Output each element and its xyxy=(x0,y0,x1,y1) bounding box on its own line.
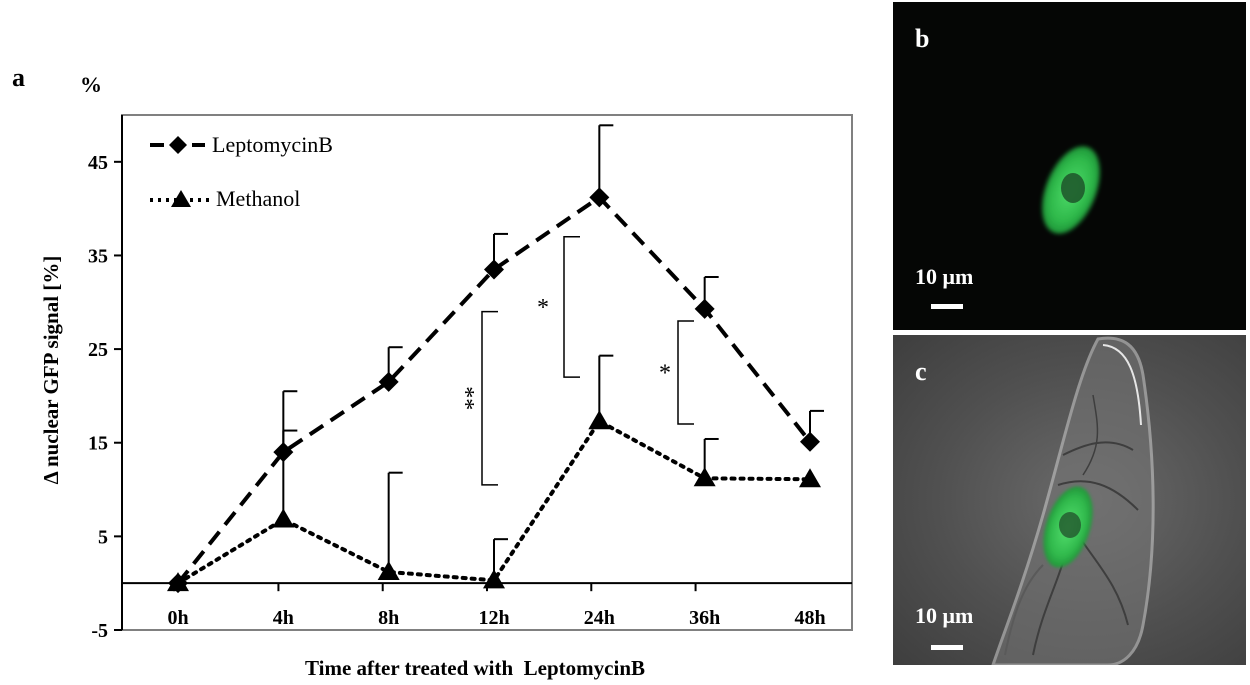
y-tick-label: 25 xyxy=(88,339,108,361)
x-tick-label: 4h xyxy=(273,607,294,629)
x-tick-label: 0h xyxy=(167,607,188,629)
y-tick-label: 15 xyxy=(88,433,108,455)
legend-leptomycinb-label: LeptomycinB xyxy=(212,132,333,157)
scale-label-b: 10 μm xyxy=(915,264,974,289)
significance-bracket xyxy=(563,235,580,378)
legend-methanol-label: Methanol xyxy=(216,186,300,211)
data-point-methanol xyxy=(693,467,716,487)
percent-label: % xyxy=(80,72,102,97)
y-tick-label: 45 xyxy=(88,152,108,174)
y-tick-label: 5 xyxy=(98,526,108,548)
data-point-methanol xyxy=(377,560,400,580)
data-point-methanol xyxy=(588,410,611,430)
legend-methanol-marker xyxy=(171,190,191,207)
x-tick-label: 12h xyxy=(478,607,509,629)
panel-letter-b: b xyxy=(915,24,930,53)
x-tick-label: 8h xyxy=(378,607,399,629)
data-point-methanol xyxy=(272,508,295,528)
gfp-cell-image xyxy=(1042,146,1100,234)
data-point-leptomycinb xyxy=(378,371,399,392)
x-tick-label: 48h xyxy=(794,607,825,629)
dic-cell-image xyxy=(991,336,1155,665)
data-point-methanol xyxy=(167,572,189,592)
x-tick-label: 24h xyxy=(584,607,615,629)
data-point-leptomycinb xyxy=(800,431,820,452)
significance-bracket xyxy=(677,320,694,425)
panel-letter-a: a xyxy=(12,63,25,92)
x-tick-label: 36h xyxy=(689,607,720,629)
significance-bracket xyxy=(481,310,498,486)
scale-bar-b xyxy=(931,304,963,309)
significance-label: ** xyxy=(452,386,478,410)
panel-letter-c: c xyxy=(915,357,927,386)
scale-label-c: 10 μm xyxy=(915,603,974,628)
fluorescence-image-panel: b 10 μm xyxy=(893,2,1246,330)
data-point-leptomycinb xyxy=(694,298,715,319)
data-point-methanol xyxy=(483,569,505,589)
significance-label: * xyxy=(659,361,671,387)
y-tick-label: 35 xyxy=(88,245,108,267)
x-axis-label: Time after treated with LeptomycinB xyxy=(305,656,645,680)
data-point-leptomycinb xyxy=(589,187,610,208)
data-point-leptomycinb xyxy=(273,442,294,463)
scale-bar-c xyxy=(931,645,963,650)
data-point-leptomycinb xyxy=(484,259,504,280)
y-axis-label: Δ nuclear GFP signal [%] xyxy=(39,256,63,485)
merged-image-panel: c 10 μm xyxy=(893,335,1246,665)
data-point-methanol xyxy=(799,468,821,488)
y-tick-label: -5 xyxy=(91,620,108,642)
significance-label: * xyxy=(537,295,549,321)
legend-leptomycinb-marker xyxy=(169,136,187,154)
legend: LeptomycinB Methanol xyxy=(150,132,333,211)
